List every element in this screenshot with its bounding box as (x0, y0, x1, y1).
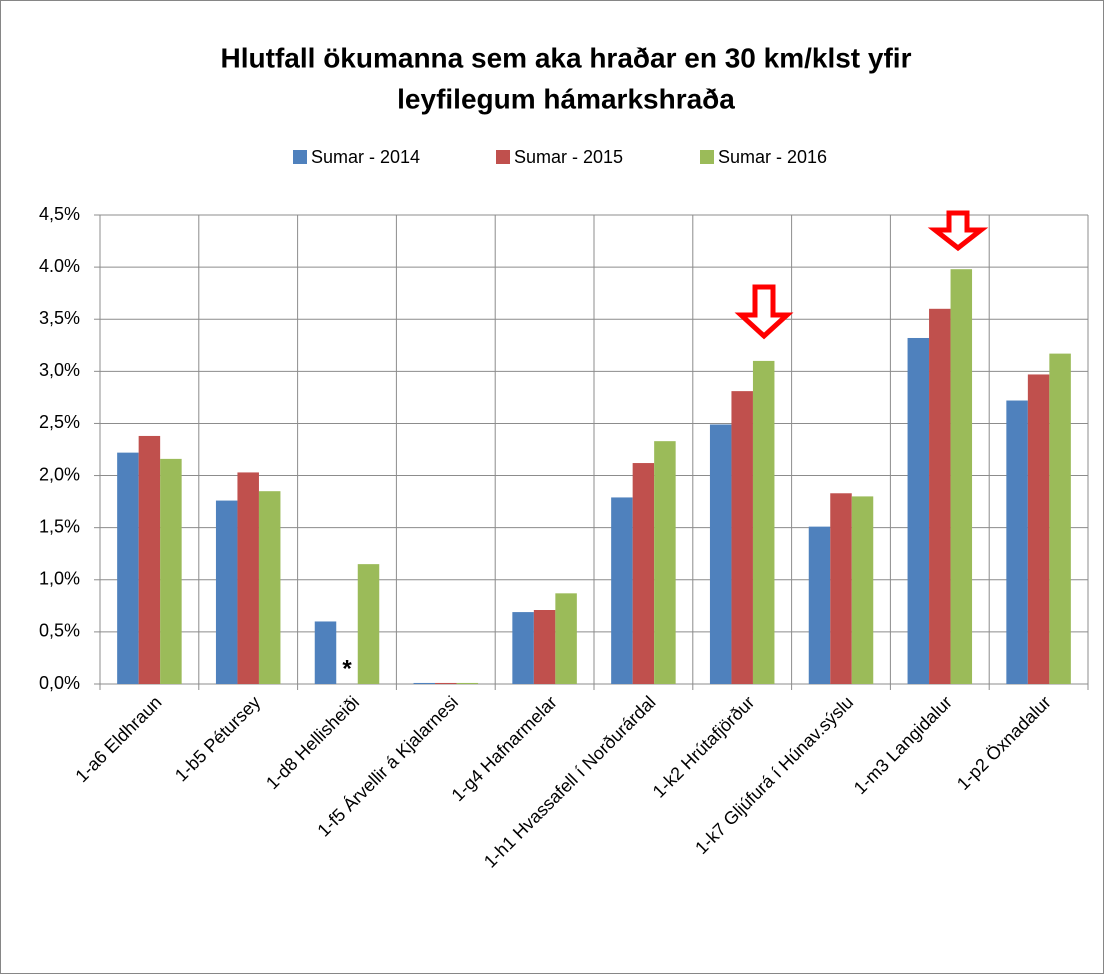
legend-label: Sumar - 2014 (311, 147, 420, 167)
arrow (927, 210, 989, 252)
bar (851, 496, 874, 684)
bar (1027, 374, 1050, 684)
bar (808, 526, 831, 684)
bar (950, 269, 973, 684)
bar (357, 564, 380, 684)
legend-label: Sumar - 2016 (718, 147, 827, 167)
arrow (734, 284, 794, 340)
y-tick-label: 0,5% (39, 621, 80, 641)
bar (117, 452, 139, 684)
bar (237, 472, 259, 684)
bar (413, 682, 436, 684)
bar (138, 435, 161, 684)
bar (215, 500, 238, 684)
annotation: * (342, 655, 352, 682)
bar (907, 337, 930, 684)
y-tick-label: 4,5% (39, 204, 80, 224)
bar (456, 682, 479, 684)
legend-swatch (293, 150, 307, 164)
y-tick-label: 2,0% (39, 464, 80, 484)
y-tick-label: 1,0% (39, 569, 80, 589)
y-tick-label: 3,5% (39, 308, 80, 328)
y-tick-label: 0,0% (39, 673, 80, 693)
y-tick-label: 2,5% (39, 412, 80, 432)
bar (314, 621, 337, 684)
bar (830, 493, 852, 684)
bar (512, 612, 534, 684)
y-tick-label: 3,0% (39, 360, 80, 380)
bar (435, 682, 457, 684)
bar (258, 491, 281, 684)
bar (709, 424, 732, 684)
bar (654, 441, 676, 684)
bar (1049, 353, 1071, 684)
legend-label: Sumar - 2015 (514, 147, 623, 167)
legend-swatch (700, 150, 714, 164)
bar (555, 593, 577, 684)
bar (1006, 400, 1028, 684)
bar (929, 308, 951, 684)
bar (160, 458, 182, 684)
y-tick-label: 1,5% (39, 516, 80, 536)
legend-swatch (496, 150, 510, 164)
bar (533, 610, 556, 684)
y-tick-label: 4.0% (39, 256, 80, 276)
chart-title: Hlutfall ökumanna sem aka hraðar en 30 k… (221, 42, 912, 73)
chart-title: leyfilegum hámarkshraða (397, 83, 735, 114)
bar (752, 360, 775, 684)
arrow-marker (734, 210, 989, 340)
bar (731, 391, 753, 684)
bar (632, 463, 655, 684)
bar (611, 497, 633, 684)
